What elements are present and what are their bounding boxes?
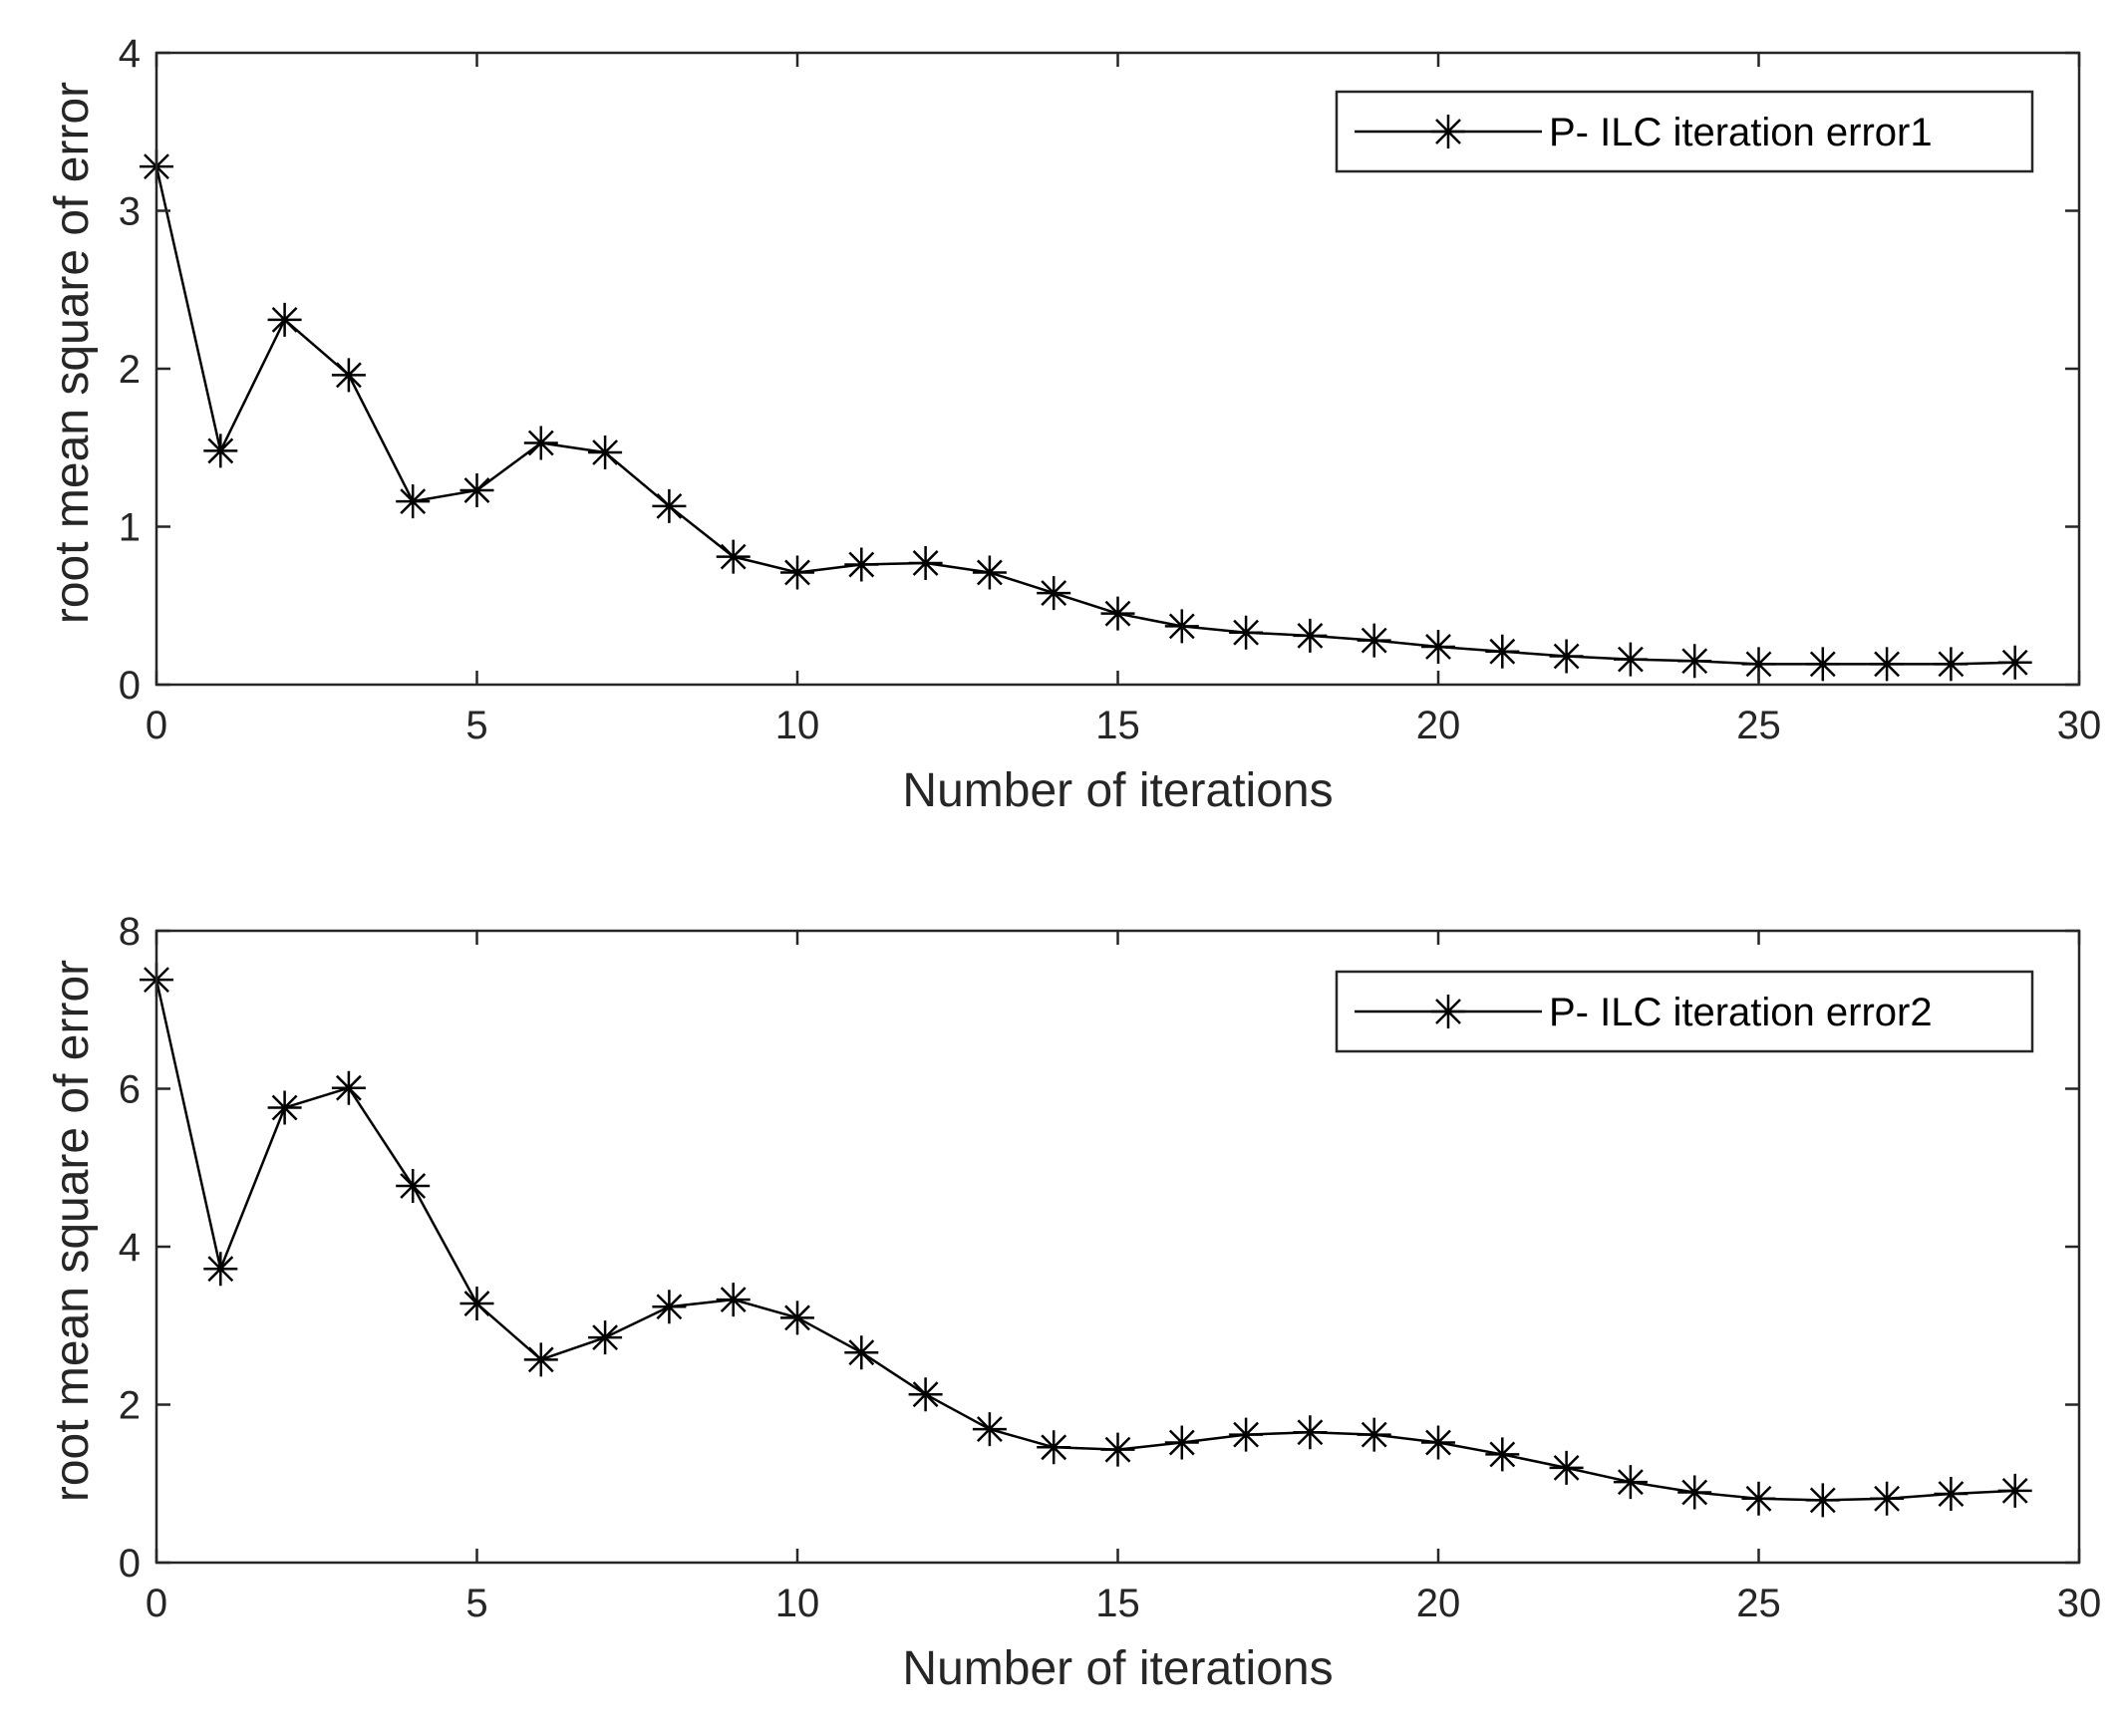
top-x-tick-label-1: 5 bbox=[465, 704, 487, 747]
top-data-point-24 bbox=[1677, 644, 1712, 679]
bottom-data-point-19 bbox=[1357, 1417, 1391, 1452]
top-data-point-19 bbox=[1357, 623, 1391, 658]
bottom-x-tick-label-4: 20 bbox=[1416, 1582, 1461, 1625]
bottom-data-point-11 bbox=[844, 1335, 879, 1370]
top-data-point-6 bbox=[523, 426, 558, 460]
top-x-tick-label-0: 0 bbox=[146, 704, 167, 747]
top-data-point-1 bbox=[203, 434, 238, 468]
bottom-data-point-26 bbox=[1805, 1483, 1840, 1518]
bottom-x-tick-label-2: 10 bbox=[775, 1582, 820, 1625]
bottom-data-point-25 bbox=[1741, 1481, 1776, 1516]
top-data-point-25 bbox=[1741, 647, 1776, 682]
bottom-data-point-27 bbox=[1870, 1481, 1905, 1516]
top-data-point-9 bbox=[716, 539, 751, 574]
top-data-point-28 bbox=[1934, 647, 1969, 682]
bottom-legend-label: P- ILC iteration error2 bbox=[1549, 991, 1933, 1034]
bottom-data-point-9 bbox=[716, 1283, 751, 1317]
top-data-point-29 bbox=[1997, 645, 2032, 680]
bottom-x-axis-label: Number of iterations bbox=[902, 1642, 1333, 1695]
bottom-data-point-23 bbox=[1613, 1465, 1648, 1500]
top-y-tick-label-3: 3 bbox=[119, 190, 141, 234]
bottom-y-tick-label-2: 4 bbox=[119, 1226, 141, 1270]
bottom-data-point-20 bbox=[1421, 1425, 1455, 1460]
top-x-tick-label-2: 10 bbox=[775, 704, 820, 747]
bottom-data-point-17 bbox=[1229, 1417, 1264, 1452]
top-legend-marker bbox=[1431, 115, 1465, 148]
bottom-y-axis-label: root mean square of error bbox=[46, 960, 99, 1502]
top-data-point-12 bbox=[908, 545, 943, 580]
top-data-point-27 bbox=[1870, 647, 1905, 682]
top-data-point-5 bbox=[459, 473, 494, 508]
top-x-tick-label-6: 30 bbox=[2057, 704, 2102, 747]
bottom-data-point-1 bbox=[203, 1252, 238, 1287]
bottom-chart: 0 5 10 15 20 25 30 0 2 4 6 8 Number of iterations r… bbox=[46, 910, 2101, 1695]
top-x-tick-label-3: 15 bbox=[1095, 704, 1140, 747]
bottom-x-tick-label-1: 5 bbox=[465, 1582, 487, 1625]
top-data-point-11 bbox=[844, 547, 879, 582]
bottom-data-point-16 bbox=[1164, 1425, 1199, 1460]
bottom-data-point-10 bbox=[780, 1301, 814, 1335]
bottom-data-point-7 bbox=[588, 1320, 623, 1355]
bottom-data-point-24 bbox=[1677, 1475, 1712, 1510]
bottom-data-point-4 bbox=[396, 1168, 431, 1203]
bottom-data-point-13 bbox=[972, 1412, 1007, 1447]
top-data-point-23 bbox=[1613, 642, 1648, 677]
top-x-tick-label-4: 20 bbox=[1416, 704, 1461, 747]
top-data-point-15 bbox=[1100, 596, 1135, 631]
top-legend: P- ILC iteration error1 bbox=[1335, 90, 2034, 173]
top-y-tick-label-0: 0 bbox=[119, 664, 141, 708]
top-data-point-17 bbox=[1229, 615, 1264, 650]
bottom-y-tick-label-3: 6 bbox=[119, 1068, 141, 1112]
top-data-point-21 bbox=[1485, 634, 1520, 669]
bottom-data-point-8 bbox=[652, 1290, 687, 1324]
top-data-point-22 bbox=[1549, 639, 1584, 674]
bottom-data-point-3 bbox=[331, 1070, 366, 1105]
top-x-axis-label: Number of iterations bbox=[902, 764, 1333, 817]
top-data-point-14 bbox=[1037, 576, 1071, 611]
bottom-x-tick-label-5: 25 bbox=[1736, 1582, 1781, 1625]
top-data-point-7 bbox=[588, 435, 623, 470]
bottom-legend: P- ILC iteration error2 bbox=[1335, 970, 2034, 1053]
bottom-y-tick-label-4: 8 bbox=[119, 910, 141, 954]
bottom-y-tick-label-0: 0 bbox=[119, 1542, 141, 1586]
bottom-data-point-12 bbox=[908, 1377, 943, 1412]
top-data-point-3 bbox=[331, 358, 366, 393]
bottom-data-point-5 bbox=[459, 1287, 494, 1321]
top-y-tick-label-2: 2 bbox=[119, 348, 141, 392]
bottom-data-point-15 bbox=[1100, 1432, 1135, 1467]
top-data-point-10 bbox=[780, 555, 814, 590]
top-data-point-2 bbox=[267, 302, 302, 337]
bottom-data-point-28 bbox=[1934, 1477, 1969, 1512]
bottom-data-point-29 bbox=[1997, 1473, 2032, 1508]
bottom-data-point-2 bbox=[267, 1090, 302, 1125]
top-data-point-18 bbox=[1293, 618, 1328, 653]
top-data-point-13 bbox=[972, 555, 1007, 590]
bottom-data-point-14 bbox=[1037, 1430, 1071, 1465]
bottom-data-point-18 bbox=[1293, 1415, 1328, 1450]
top-data-point-16 bbox=[1164, 609, 1199, 644]
top-y-axis-label: root mean square of error bbox=[46, 82, 99, 624]
bottom-legend-marker bbox=[1431, 995, 1465, 1028]
top-data-point-4 bbox=[396, 484, 431, 519]
bottom-x-tick-label-0: 0 bbox=[146, 1582, 167, 1625]
top-data-point-20 bbox=[1421, 629, 1455, 664]
bottom-data-point-22 bbox=[1549, 1450, 1584, 1485]
top-y-tick-label-4: 4 bbox=[119, 32, 141, 76]
top-y-tick-label-1: 1 bbox=[119, 506, 141, 550]
bottom-data-point-6 bbox=[523, 1342, 558, 1377]
bottom-data-point-21 bbox=[1485, 1437, 1520, 1472]
bottom-y-tick-label-1: 2 bbox=[119, 1384, 141, 1428]
bottom-x-tick-label-6: 30 bbox=[2057, 1582, 2102, 1625]
top-data-point-8 bbox=[652, 488, 687, 523]
top-data-point-26 bbox=[1805, 647, 1840, 682]
top-legend-label: P- ILC iteration error1 bbox=[1549, 111, 1933, 154]
top-x-tick-label-5: 25 bbox=[1736, 704, 1781, 747]
top-chart: 0 5 10 15 20 25 30 0 1 2 3 4 Number of iterations r… bbox=[46, 32, 2101, 817]
bottom-x-tick-label-3: 15 bbox=[1095, 1582, 1140, 1625]
